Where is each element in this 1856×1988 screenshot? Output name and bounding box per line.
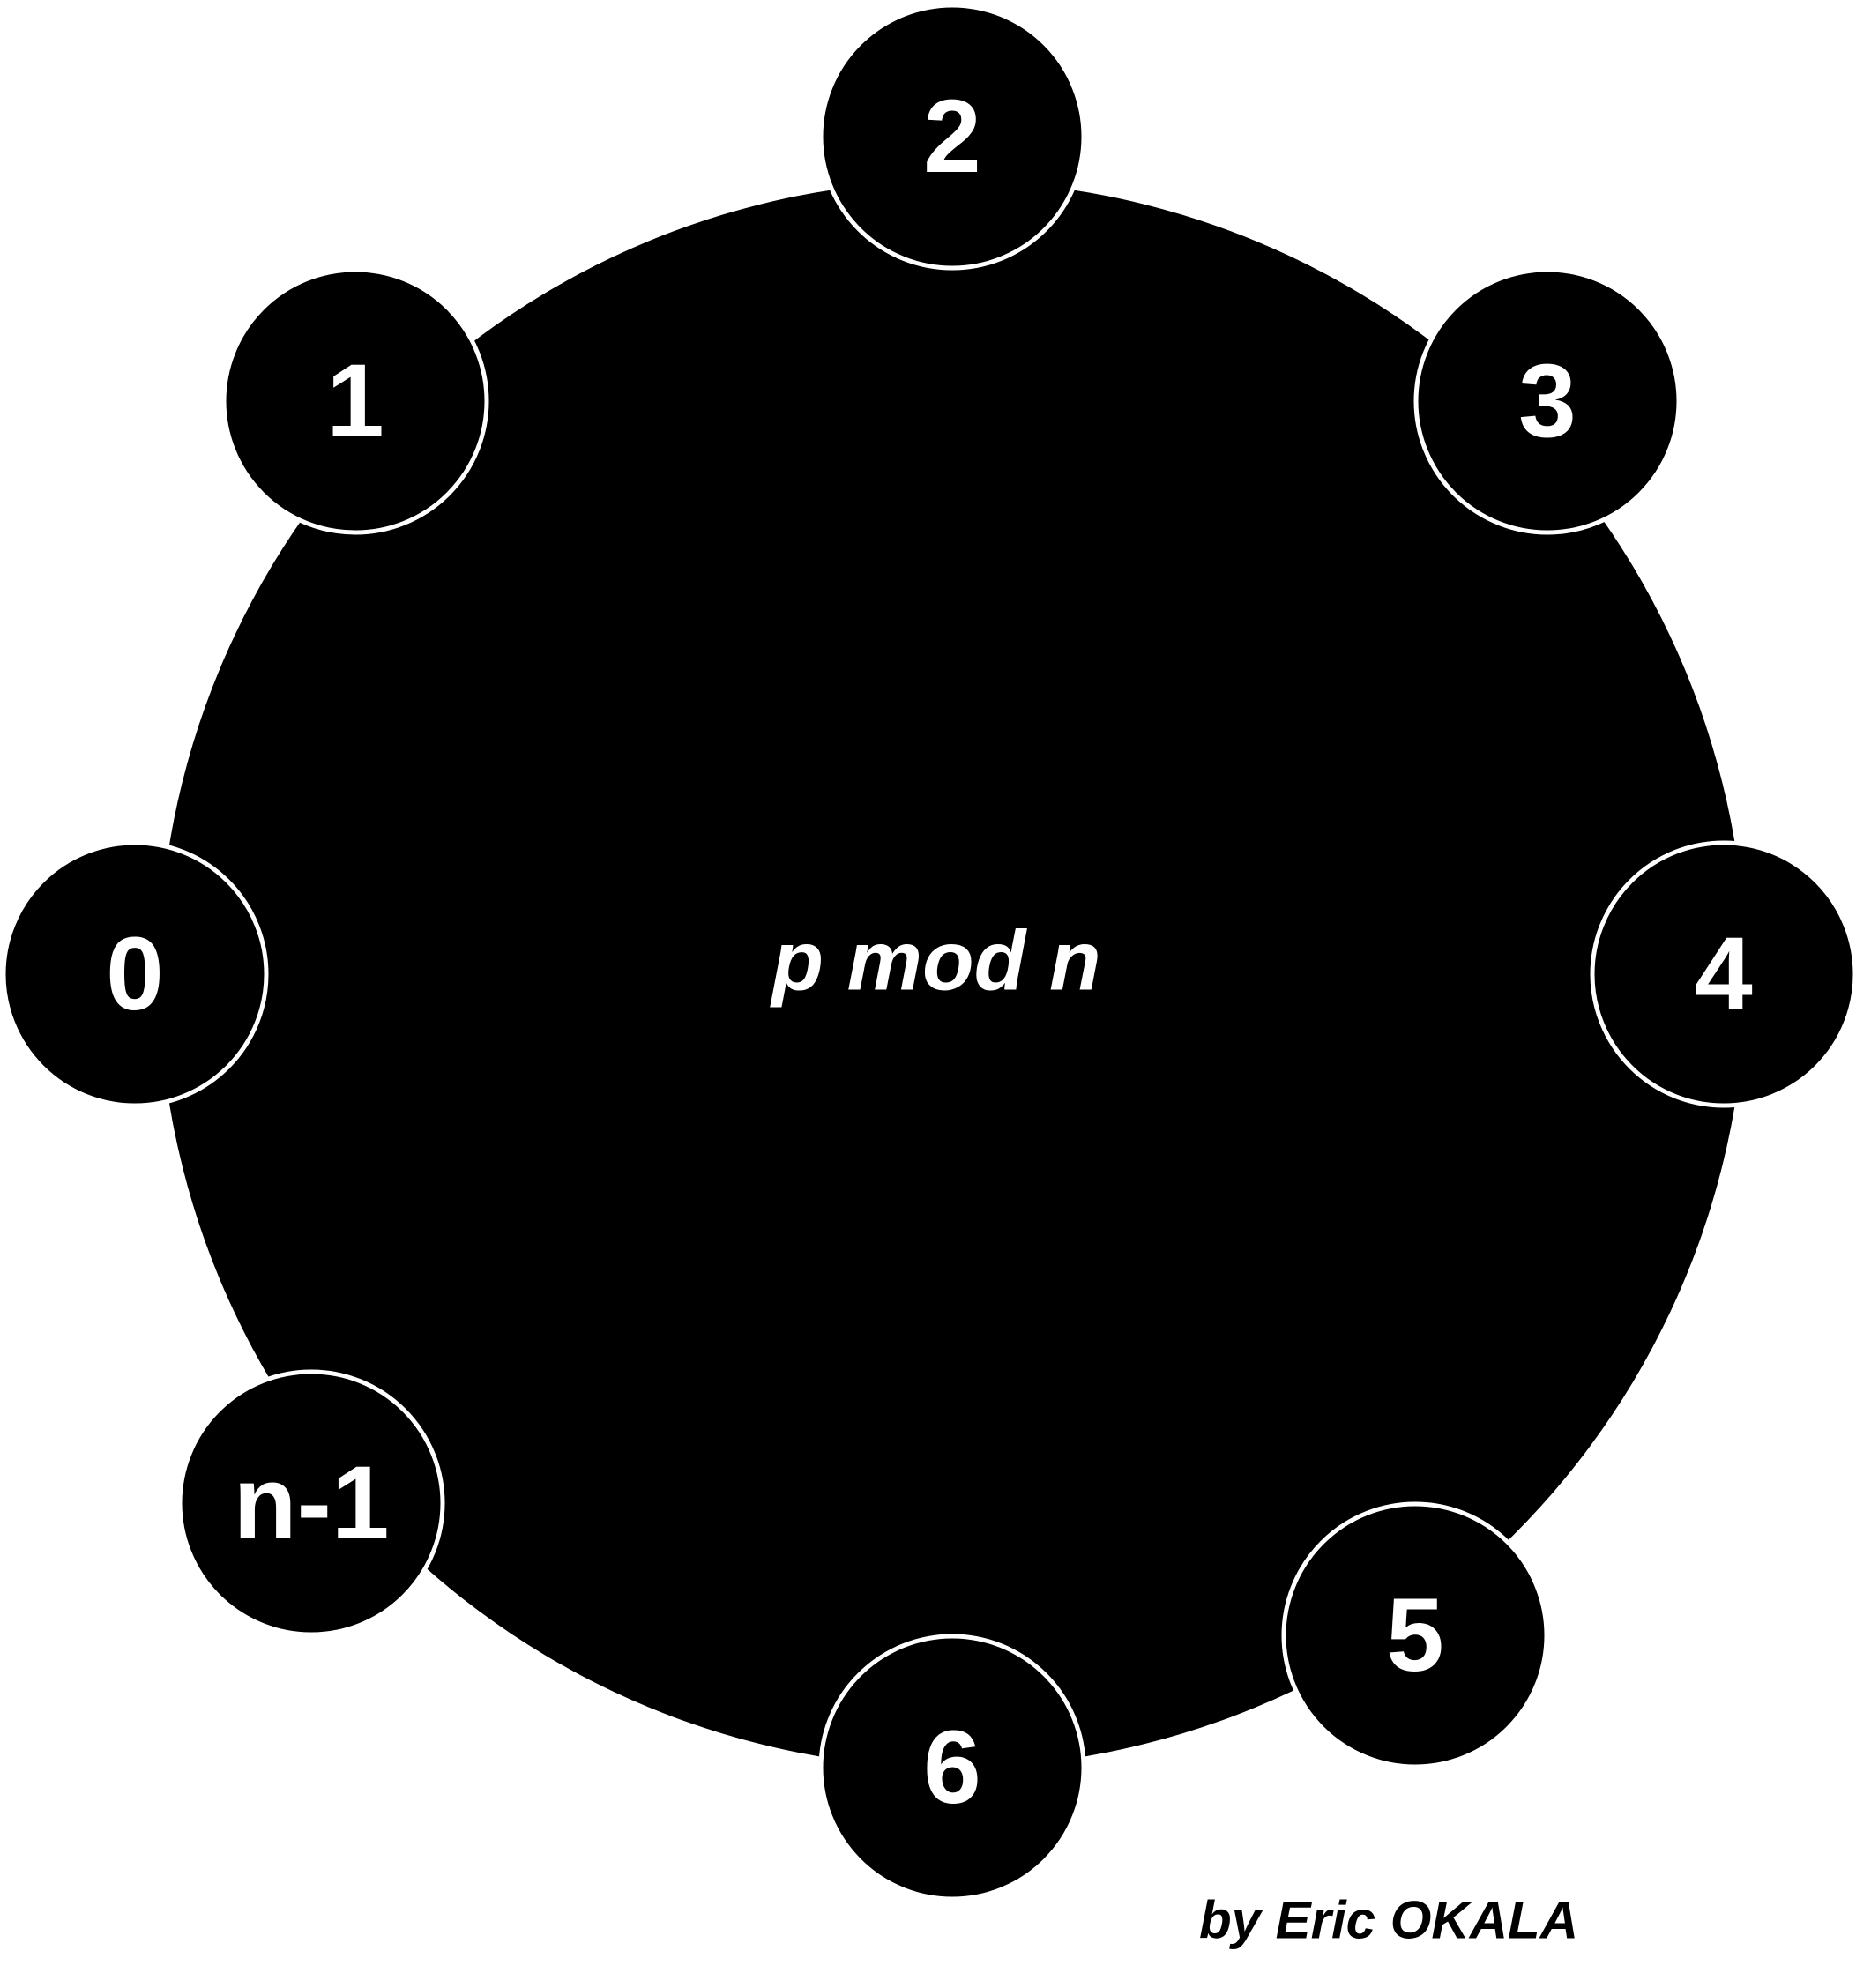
node-2-circle <box>818 3 1086 271</box>
author-credit: by Eric OKALA <box>1199 1891 1578 1950</box>
modulo-ring <box>159 181 1746 1768</box>
node-0: 0 <box>1 840 269 1108</box>
node-5: 5 <box>1281 1501 1549 1769</box>
node-3-label: 3 <box>1518 343 1576 459</box>
node-4-label: 4 <box>1695 916 1753 1032</box>
node-6: 6 <box>818 1634 1086 1902</box>
node-1-circle <box>221 267 489 535</box>
node-2-label: 2 <box>923 78 981 195</box>
node-5-circle <box>1281 1501 1549 1769</box>
node-6-circle <box>818 1634 1086 1902</box>
node-0-label: 0 <box>106 916 164 1032</box>
node-4-circle <box>1590 840 1856 1108</box>
node-1-label: 1 <box>326 343 384 459</box>
node-6-label: 6 <box>923 1709 981 1826</box>
node-n-1: n-1 <box>177 1369 445 1637</box>
node-n-1-circle <box>177 1369 445 1637</box>
node-2: 2 <box>818 3 1086 271</box>
node-5-label: 5 <box>1386 1577 1444 1694</box>
node-4: 4 <box>1590 840 1856 1108</box>
node-3-circle <box>1413 267 1681 535</box>
center-label: p mod n <box>769 914 1100 1009</box>
node-1: 1 <box>221 267 489 535</box>
node-0-circle <box>1 840 269 1108</box>
node-n-1-label: n-1 <box>234 1445 390 1561</box>
node-3: 3 <box>1413 267 1681 535</box>
